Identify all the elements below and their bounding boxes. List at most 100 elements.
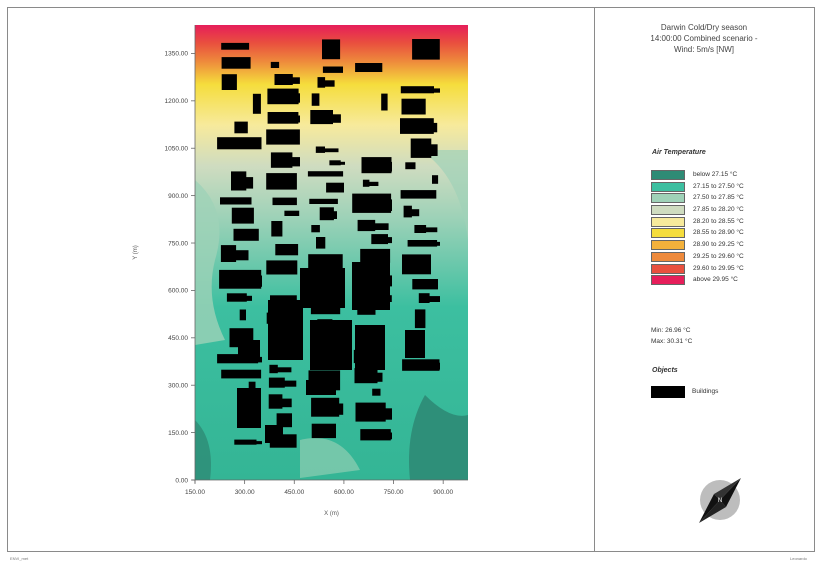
legend-title: Air Temperature [652,149,706,156]
building-footprint [310,110,333,125]
legend-swatch [651,216,685,227]
building-footprint [432,175,439,184]
buildings-label: Buildings [692,388,719,395]
building-footprint [360,248,391,263]
y-axis-title: Y (m) [133,245,139,260]
building-footprint [401,98,426,115]
building-footprint [352,262,390,310]
building-footprint [221,57,251,69]
x-tick-label: 150.00 [185,489,205,496]
footer-right: Leonardo [790,556,807,561]
building-footprint [331,114,341,123]
building-footprint [220,245,237,262]
y-tick-label: 750.00 [168,240,188,247]
cool-zone-east [420,150,468,240]
building-footprint [219,269,262,289]
building-footprint [217,137,262,150]
building-footprint [284,210,300,216]
building-footprint [306,380,336,395]
legend-swatch [651,181,685,192]
building-footprint [270,61,280,68]
building-footprint [308,254,343,270]
x-axis-title: X (m) [324,511,339,517]
building-footprint [410,138,432,158]
building-footprint [352,193,392,213]
building-footprint [268,377,285,388]
building-footprint [244,177,254,189]
building-footprint [400,86,434,94]
building-footprint [380,161,392,172]
y-tick-label: 150.00 [168,430,188,437]
footer-left: ENVI_met [10,556,29,561]
building-footprint [268,300,303,360]
building-footprint [285,115,300,123]
building-footprint [414,225,427,233]
building-footprint [381,93,388,111]
x-tick-label: 450.00 [284,489,304,496]
legend-label: below 27.15 °C [693,171,738,178]
legend-swatch [651,275,685,286]
building-footprint [367,181,379,186]
building-footprint [271,221,283,237]
building-footprint [253,441,262,445]
building-footprint [384,199,392,211]
map-title: Darwin Cold/Dry season 14:00:00 Combined… [650,23,758,54]
building-footprint [426,88,440,93]
legend-label: 29.60 to 29.95 °C [693,264,744,272]
building-footprint [231,207,254,224]
mild-zone-south [300,438,360,478]
building-footprint [233,228,259,241]
building-footprint [310,307,341,315]
building-footprint [307,171,344,177]
building-footprint [372,388,381,396]
building-footprint [217,354,259,364]
building-footprint [282,380,297,387]
building-footprint [402,254,431,275]
building-footprint [331,211,337,219]
legend-swatch [651,240,685,251]
legend-label: above 29.95 °C [693,276,738,284]
legend-swatch [651,193,685,204]
x-tick-label: 600.00 [334,489,354,496]
building-footprint [432,362,440,370]
legend-label: 28.55 to 28.90 °C [693,229,744,237]
building-footprint [252,93,261,114]
building-footprint [234,250,249,261]
building-footprint [266,173,297,190]
y-tick-label: 1200.00 [165,98,189,105]
building-footprint [317,77,326,88]
building-footprint [412,279,438,290]
building-footprint [414,309,426,329]
map-frame [7,7,815,552]
building-footprint [400,190,437,199]
building-footprint [311,397,340,417]
building-footprint [269,364,278,374]
building-footprint [355,325,385,370]
building-footprint [290,157,300,167]
building-footprint [376,432,392,440]
building-footprint [355,402,386,422]
legend-swatch [651,205,685,216]
y-tick-label: 900.00 [168,193,188,200]
building-footprint [407,240,438,247]
legend-label: 27.85 to 28.20 °C [693,206,744,214]
x-tick-label: 900.00 [433,489,453,496]
y-tick-label: 0.00 [175,477,188,484]
building-footprint [315,146,325,153]
building-footprint [319,207,334,221]
building-footprint [379,408,392,420]
min-temperature: Min: 26.96 °C [651,327,691,334]
building-footprint [280,398,292,408]
y-tick-label: 300.00 [168,383,188,390]
legend-swatch [651,170,685,180]
building-footprint [373,223,389,230]
building-footprint [332,161,345,165]
building-footprint [316,237,326,249]
building-footprint [290,93,300,103]
legend-swatch [651,228,685,239]
building-footprint [220,197,252,205]
building-footprint [322,66,343,73]
building-footprint [268,394,283,409]
cold-zone-southwest [195,420,211,480]
building-footprint [270,152,293,168]
